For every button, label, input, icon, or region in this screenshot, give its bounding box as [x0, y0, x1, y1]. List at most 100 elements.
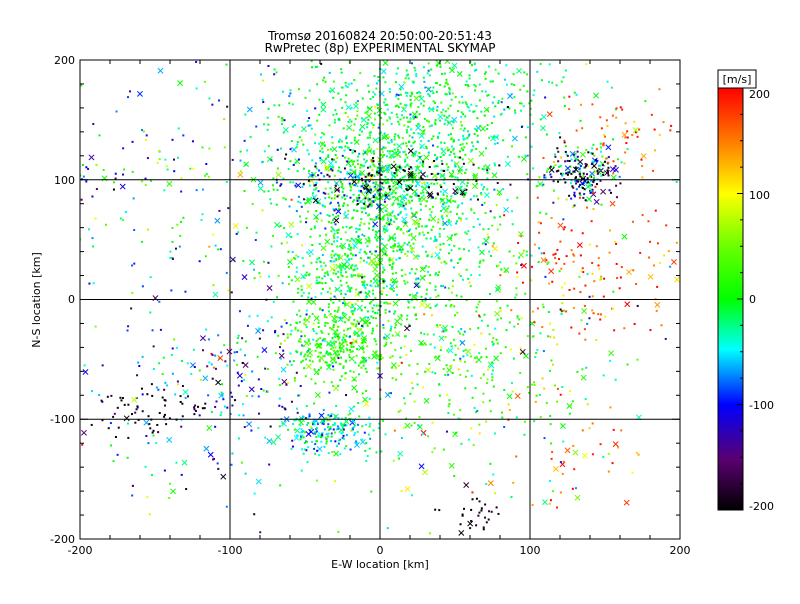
data-point — [335, 182, 338, 185]
data-point — [361, 276, 364, 279]
data-point — [366, 245, 369, 248]
data-point — [411, 179, 414, 182]
data-point — [199, 378, 202, 381]
data-point — [317, 434, 320, 437]
data-point — [207, 338, 210, 341]
data-point — [193, 406, 196, 409]
data-point — [557, 197, 560, 200]
data-point — [392, 246, 395, 249]
data-point — [530, 254, 533, 257]
data-point — [342, 302, 345, 305]
data-point-x — [359, 123, 366, 130]
data-point — [512, 481, 515, 484]
data-point — [179, 400, 182, 403]
data-point — [171, 227, 174, 230]
data-point — [552, 253, 555, 256]
data-point — [314, 66, 317, 69]
data-point — [461, 513, 464, 516]
data-point — [520, 235, 523, 238]
data-point-x — [580, 175, 587, 182]
data-point — [207, 175, 210, 178]
data-point — [480, 509, 483, 512]
data-point — [292, 422, 295, 425]
data-point — [480, 507, 483, 510]
data-point-x — [396, 143, 403, 150]
data-point — [579, 291, 582, 294]
data-point — [318, 276, 321, 279]
data-point — [516, 271, 519, 274]
data-point — [344, 293, 347, 296]
data-point — [452, 149, 455, 152]
data-point — [432, 225, 435, 228]
data-point-x — [266, 285, 273, 292]
data-point — [533, 381, 536, 384]
data-point-x — [540, 114, 547, 120]
data-point — [336, 195, 339, 198]
data-point — [669, 265, 672, 268]
data-point — [354, 254, 357, 257]
data-point — [319, 337, 322, 340]
data-point — [569, 165, 572, 168]
data-point — [437, 193, 440, 196]
data-point — [397, 242, 400, 245]
data-point — [493, 162, 496, 165]
data-point — [375, 355, 378, 358]
data-point — [273, 331, 276, 334]
data-point — [421, 386, 424, 389]
data-point — [495, 338, 498, 341]
data-point — [365, 359, 368, 362]
data-point — [204, 402, 207, 405]
data-point — [141, 240, 144, 243]
data-point-x — [396, 183, 403, 190]
data-point — [294, 184, 297, 187]
data-point — [539, 332, 542, 335]
data-point — [298, 215, 301, 218]
data-point — [275, 181, 278, 184]
data-point — [452, 413, 455, 416]
data-point-x — [359, 438, 366, 445]
data-point — [443, 123, 446, 126]
data-point — [182, 134, 185, 137]
data-point — [315, 276, 318, 279]
data-point — [283, 319, 286, 322]
data-point — [357, 179, 360, 182]
data-point — [314, 432, 317, 435]
data-point — [414, 69, 417, 72]
data-point — [289, 333, 292, 336]
data-point — [169, 250, 172, 253]
data-point — [431, 90, 434, 93]
data-point — [398, 248, 401, 251]
data-point — [486, 127, 489, 130]
data-point — [179, 395, 182, 398]
data-point — [453, 474, 456, 477]
data-point — [358, 415, 361, 418]
data-point — [304, 323, 307, 326]
data-point — [337, 140, 340, 143]
data-point-x — [363, 184, 370, 191]
data-point — [617, 158, 620, 161]
data-point — [615, 184, 618, 187]
data-point — [408, 234, 411, 237]
data-point — [346, 194, 349, 197]
data-point — [164, 399, 167, 402]
data-point — [127, 96, 130, 99]
data-point — [417, 225, 420, 228]
data-point — [478, 274, 481, 277]
data-point — [664, 337, 667, 340]
data-point — [452, 147, 455, 150]
data-point — [282, 197, 285, 200]
data-point — [330, 197, 333, 200]
data-point — [637, 453, 640, 456]
data-point — [393, 135, 396, 138]
data-point — [436, 156, 439, 159]
data-point — [565, 153, 568, 156]
data-point — [362, 351, 365, 354]
data-point — [417, 424, 420, 427]
data-point — [478, 500, 481, 503]
data-point — [395, 113, 398, 116]
data-point-x — [237, 171, 244, 178]
data-point — [223, 405, 226, 408]
data-point — [342, 365, 345, 368]
data-point — [410, 251, 413, 254]
data-point — [511, 210, 514, 213]
